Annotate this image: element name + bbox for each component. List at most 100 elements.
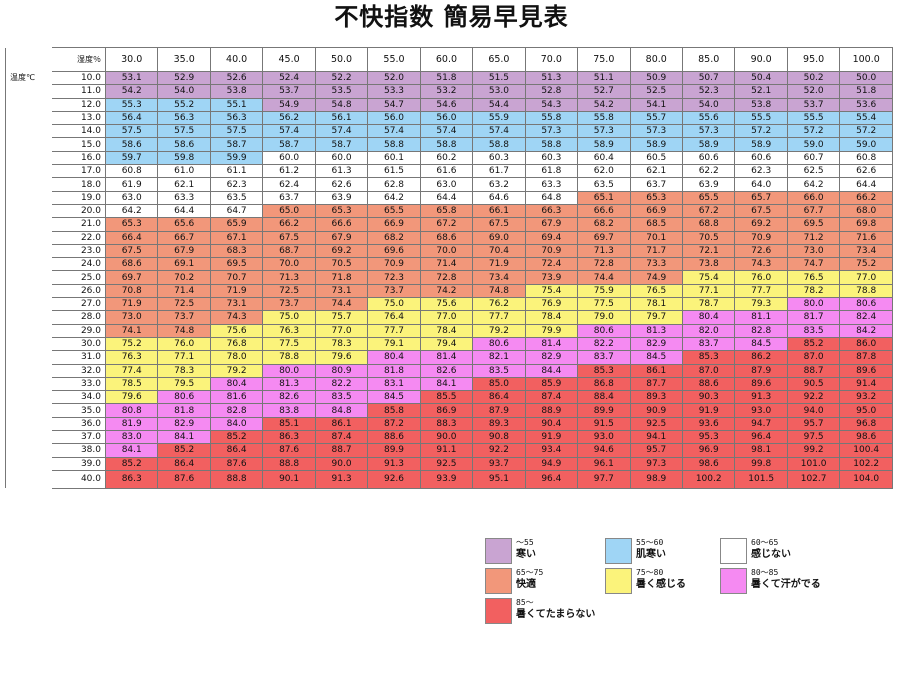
- index-cell: 88.4: [577, 390, 631, 405]
- humidity-header: 35.0: [157, 47, 211, 72]
- index-cell: 81.8: [367, 363, 421, 378]
- index-cell: 58.9: [629, 137, 683, 152]
- index-cell: 67.2: [419, 217, 474, 232]
- table-row: 15.0 58.6 58.6 58.7 58.7 58.7 58.8 58.8 58.8 58.8…: [5, 137, 893, 152]
- index-cell: 61.2: [262, 164, 316, 179]
- index-cell: 70.9: [734, 230, 788, 245]
- index-cell: 82.8: [734, 323, 788, 338]
- index-cell: 57.4: [367, 124, 421, 139]
- temperature-header: 17.0: [51, 164, 106, 179]
- temperature-header: 18.0: [51, 177, 106, 192]
- index-cell: 54.9: [262, 97, 316, 112]
- index-cell: 67.5: [734, 203, 788, 219]
- index-cell: 57.3: [681, 124, 736, 139]
- table-row: 27.0 71.9 72.5 73.1 73.7 74.4 75.0 75.6 76.2 76.9…: [5, 297, 893, 312]
- index-cell: 79.6: [104, 390, 159, 405]
- index-cell: 58.6: [104, 137, 159, 152]
- index-cell: 102.7: [786, 469, 841, 489]
- temperature-header: 30.0: [51, 336, 106, 352]
- index-cell: 91.1: [419, 443, 474, 458]
- index-cell: 66.9: [367, 217, 421, 232]
- label-cell: [5, 98, 52, 112]
- temperature-header: 16.0: [51, 150, 106, 166]
- index-cell: 69.7: [104, 270, 159, 285]
- index-cell: 78.8: [262, 350, 316, 365]
- index-cell: 63.7: [262, 190, 316, 205]
- legend-swatch: [485, 538, 512, 564]
- index-cell: 51.1: [577, 70, 631, 86]
- index-cell: 86.2: [734, 350, 788, 365]
- index-cell: 58.7: [209, 137, 264, 152]
- index-cell: 65.5: [367, 203, 421, 219]
- index-cell: 89.9: [577, 403, 631, 418]
- label-cell: [5, 84, 52, 99]
- index-cell: 82.1: [472, 350, 526, 365]
- index-cell: 101.5: [734, 469, 788, 489]
- index-cell: 61.5: [367, 164, 421, 179]
- index-cell: 91.3: [314, 469, 369, 489]
- index-cell: 91.4: [839, 376, 893, 392]
- legend-range: 75～80: [636, 568, 664, 577]
- index-cell: 91.3: [367, 456, 421, 471]
- index-cell: 65.7: [734, 190, 788, 205]
- legend-range: 60～65: [751, 538, 779, 547]
- humidity-header: 55.0: [367, 47, 421, 72]
- index-cell: 76.8: [209, 336, 264, 352]
- index-cell: 59.0: [786, 137, 841, 152]
- index-cell: 67.9: [314, 230, 369, 245]
- table-row: 28.0 73.0 73.7 74.3 75.0 75.7 76.4 77.0 77.7 78.4…: [5, 310, 893, 325]
- index-cell: 91.3: [734, 390, 788, 405]
- index-cell: 64.2: [367, 190, 421, 205]
- table-row: 温度℃ 10.0 53.1 52.9 52.6 52.4 52.2 52.0 51.8 51.5 5…: [5, 70, 893, 86]
- index-cell: 104.0: [839, 469, 893, 489]
- index-cell: 58.9: [734, 137, 788, 152]
- index-cell: 64.4: [157, 203, 211, 219]
- index-cell: 87.6: [262, 443, 316, 458]
- index-cell: 79.6: [314, 350, 369, 365]
- index-cell: 57.3: [577, 124, 631, 139]
- index-cell: 76.5: [629, 283, 683, 299]
- table-row: 22.0 66.4 66.7 67.1 67.5 67.9 68.2 68.6 69.0 69.4…: [5, 230, 893, 245]
- index-cell: 52.3: [681, 84, 736, 99]
- index-cell: 63.2: [472, 177, 526, 192]
- index-cell: 66.9: [629, 203, 683, 219]
- legend-swatch: [720, 568, 747, 594]
- index-cell: 86.4: [472, 390, 526, 405]
- index-cell: 72.4: [524, 257, 579, 272]
- index-cell: 90.0: [419, 430, 474, 445]
- label-cell: [5, 111, 52, 125]
- table-row: 34.0 79.6 80.6 81.6 82.6 83.5 84.5 85.5 86.4 87.4…: [5, 390, 893, 405]
- index-cell: 90.1: [262, 469, 316, 489]
- index-cell: 62.0: [577, 164, 631, 179]
- index-cell: 63.5: [209, 190, 264, 205]
- index-cell: 74.4: [577, 270, 631, 285]
- table-row: 31.0 76.3 77.1 78.0 78.8 79.6 80.4 81.4 82.1 82.9…: [5, 350, 893, 365]
- index-cell: 68.3: [209, 243, 264, 259]
- table-row: 35.0 80.8 81.8 82.8 83.8 84.8 85.8 86.9 87.9 88.9…: [5, 403, 893, 418]
- humidity-header: 30.0: [104, 47, 159, 72]
- index-cell: 81.1: [734, 310, 788, 325]
- index-cell: 76.4: [367, 310, 421, 325]
- index-cell: 96.4: [524, 469, 579, 489]
- label-cell: [5, 417, 52, 431]
- index-cell: 59.7: [104, 150, 159, 166]
- index-cell: 86.4: [209, 443, 264, 458]
- temperature-header: 38.0: [51, 443, 106, 458]
- index-cell: 78.3: [157, 363, 211, 378]
- index-cell: 60.3: [524, 150, 579, 166]
- index-cell: 69.2: [314, 243, 369, 259]
- index-cell: 60.1: [367, 150, 421, 166]
- index-cell: 61.1: [209, 164, 264, 179]
- index-cell: 77.7: [734, 283, 788, 299]
- index-cell: 56.2: [262, 110, 316, 126]
- index-cell: 66.0: [786, 190, 841, 205]
- index-cell: 55.5: [786, 110, 841, 126]
- index-cell: 91.9: [681, 403, 736, 418]
- label-cell: [5, 164, 52, 178]
- temperature-header: 11.0: [51, 84, 106, 99]
- index-cell: 68.7: [262, 243, 316, 259]
- index-cell: 66.2: [262, 217, 316, 232]
- index-cell: 83.5: [472, 363, 526, 378]
- index-cell: 55.1: [209, 97, 264, 112]
- index-cell: 82.9: [524, 350, 579, 365]
